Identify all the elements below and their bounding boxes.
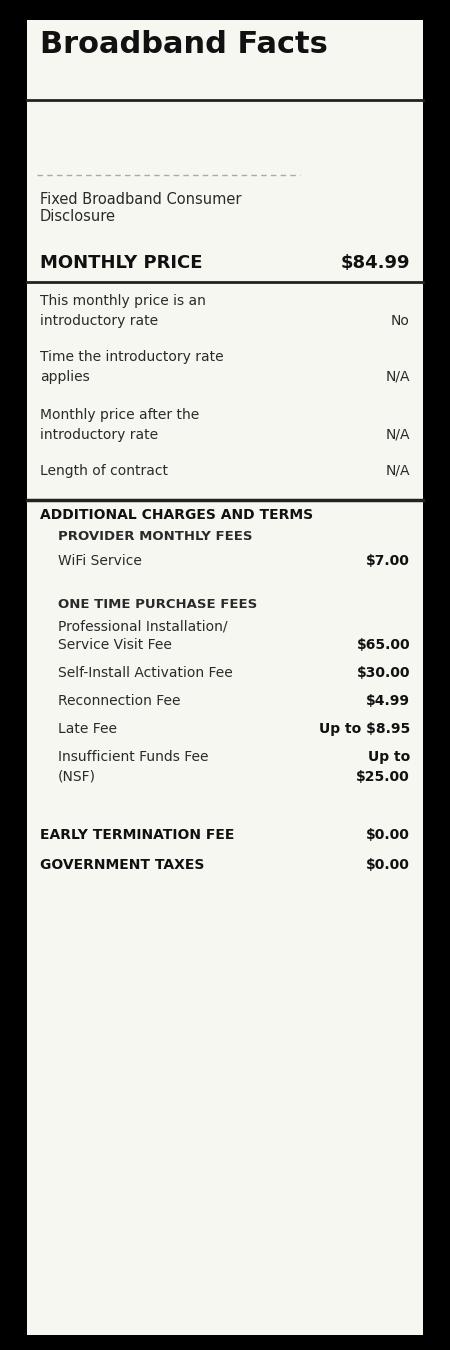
Text: Reconnection Fee: Reconnection Fee: [58, 694, 180, 707]
Text: $25.00: $25.00: [356, 769, 410, 784]
Text: N/A: N/A: [386, 464, 410, 478]
Text: ONE TIME PURCHASE FEES: ONE TIME PURCHASE FEES: [58, 598, 257, 612]
Text: Up to $8.95: Up to $8.95: [319, 722, 410, 736]
Text: Broadband Facts: Broadband Facts: [40, 30, 328, 59]
Bar: [27, 20, 423, 1335]
Text: Service Visit Fee: Service Visit Fee: [58, 639, 172, 652]
Text: This monthly price is an: This monthly price is an: [40, 294, 206, 308]
Text: Insufficient Funds Fee: Insufficient Funds Fee: [58, 751, 208, 764]
Text: N/A: N/A: [386, 370, 410, 383]
Text: $4.99: $4.99: [366, 694, 410, 707]
Text: $30.00: $30.00: [356, 666, 410, 680]
Text: Self-Install Activation Fee: Self-Install Activation Fee: [58, 666, 233, 680]
Text: Up to: Up to: [368, 751, 410, 764]
Text: ADDITIONAL CHARGES AND TERMS: ADDITIONAL CHARGES AND TERMS: [40, 508, 313, 522]
Text: GOVERNMENT TAXES: GOVERNMENT TAXES: [40, 859, 204, 872]
Text: PROVIDER MONTHLY FEES: PROVIDER MONTHLY FEES: [58, 531, 252, 543]
Text: applies: applies: [40, 370, 90, 383]
Text: $0.00: $0.00: [366, 859, 410, 872]
Text: Fixed Broadband Consumer
Disclosure: Fixed Broadband Consumer Disclosure: [40, 192, 242, 224]
Text: MONTHLY PRICE: MONTHLY PRICE: [40, 254, 202, 271]
Text: (NSF): (NSF): [58, 769, 96, 784]
Text: Monthly price after the: Monthly price after the: [40, 408, 199, 423]
Text: Late Fee: Late Fee: [58, 722, 117, 736]
Text: WiFi Service: WiFi Service: [58, 554, 142, 568]
Text: Time the introductory rate: Time the introductory rate: [40, 350, 224, 365]
Text: $65.00: $65.00: [356, 639, 410, 652]
Text: introductory rate: introductory rate: [40, 428, 158, 441]
Text: $84.99: $84.99: [341, 254, 410, 271]
Text: $7.00: $7.00: [366, 554, 410, 568]
Text: Length of contract: Length of contract: [40, 464, 168, 478]
Text: introductory rate: introductory rate: [40, 315, 158, 328]
Text: No: No: [391, 315, 410, 328]
Text: $0.00: $0.00: [366, 828, 410, 842]
Text: Professional Installation/: Professional Installation/: [58, 620, 228, 634]
Text: EARLY TERMINATION FEE: EARLY TERMINATION FEE: [40, 828, 234, 842]
Text: N/A: N/A: [386, 428, 410, 441]
